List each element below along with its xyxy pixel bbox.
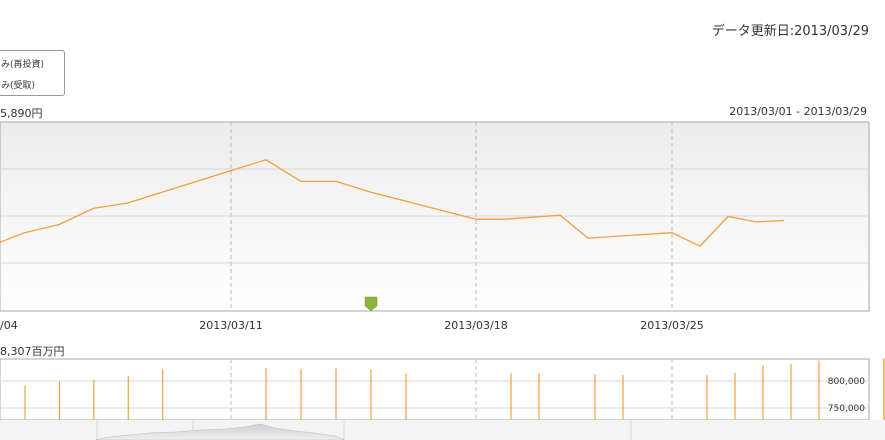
- update-date: データ更新日:2013/03/29: [711, 24, 869, 39]
- date-range-label: 2013/03/01 - 2013/03/29: [729, 105, 867, 118]
- x-tick-label: 2013/03/18: [444, 319, 507, 332]
- x-tick-label: 2013/03/25: [640, 319, 703, 332]
- legend-item-received[interactable]: み(受取): [1, 81, 36, 91]
- price-series-line: [0, 159, 785, 247]
- price-axis-top-label: 5,890円: [0, 107, 43, 120]
- legend-item-reinvest[interactable]: み(再投資): [1, 60, 45, 70]
- volume-axis-top-label: 8,307百万円: [0, 345, 65, 358]
- price-panel: /04 2013/03/11 2013/03/18 2013/03/25: [0, 121, 870, 332]
- volume-panel: 800,000 750,000: [0, 358, 885, 421]
- x-tick-label: 2013/03/11: [199, 319, 262, 332]
- volume-plot-area: [0, 358, 870, 421]
- navigator-panel: [0, 420, 885, 440]
- volume-y-tick-label: 750,000: [828, 404, 865, 414]
- legend-box: み(再投資) み(受取): [0, 50, 65, 96]
- volume-y-tick-label: 800,000: [828, 377, 865, 387]
- navigator-series-area: [94, 423, 346, 440]
- distribution-marker-icon: [364, 296, 378, 312]
- x-tick-label: /04: [0, 319, 18, 332]
